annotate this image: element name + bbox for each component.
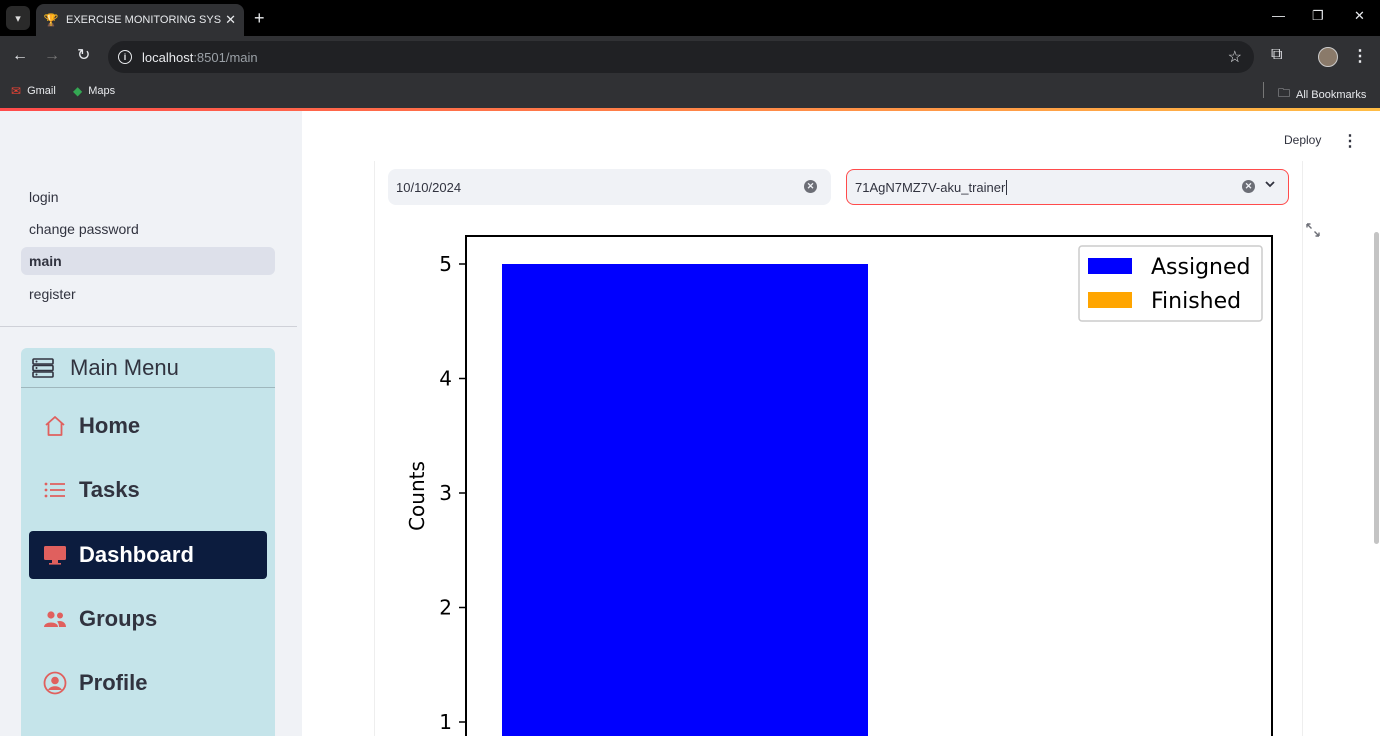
browser-tab[interactable]: 🏆 EXERCISE MONITORING SYSTEM ✕ <box>36 4 244 36</box>
folder-icon: 🗀 <box>1278 86 1291 100</box>
legend-swatch-assigned <box>1088 258 1132 274</box>
page-scrollbar[interactable] <box>1374 232 1379 544</box>
main-content: Deploy ⋮ 10/10/2024 ✕ 71AgN7MZ7V-aku_tra… <box>302 111 1380 741</box>
maps-icon: ◆ <box>73 84 83 98</box>
trophy-favicon-icon: 🏆 <box>43 13 59 27</box>
y-tick-label: 4 <box>439 367 452 391</box>
chart-canvas: 1 2 3 4 5 Counts Assigned Finished <box>405 235 1273 741</box>
browser-menu-icon[interactable]: ⋮ <box>1352 48 1368 65</box>
app-header-decoration <box>0 108 1380 111</box>
gmail-icon: ✉ <box>11 84 22 98</box>
url-text: localhost:8501/main <box>142 49 258 65</box>
person-circle-icon <box>42 671 68 695</box>
browser-tab-bar: ▾ 🏆 EXERCISE MONITORING SYSTEM ✕ + — ❐ ✕ <box>0 0 1380 36</box>
legend-swatch-finished <box>1088 292 1132 308</box>
tab-title: EXERCISE MONITORING SYSTEM <box>66 14 221 26</box>
chevron-down-icon[interactable] <box>1265 179 1275 191</box>
clear-group-icon[interactable]: ✕ <box>1242 180 1255 193</box>
main-menu: Main Menu Home Tasks Dashboard Groups <box>21 348 275 736</box>
window-close-icon[interactable]: ✕ <box>1354 8 1365 23</box>
list-icon <box>42 481 68 499</box>
extensions-icon[interactable]: ⧉ <box>1271 46 1283 63</box>
menu-item-dashboard[interactable]: Dashboard <box>29 531 267 579</box>
reload-icon[interactable]: ↻ <box>77 47 91 64</box>
y-tick-label: 3 <box>439 481 452 505</box>
fullscreen-icon[interactable] <box>1306 223 1320 240</box>
nav-change-password[interactable]: change password <box>29 221 139 237</box>
house-icon <box>42 415 68 437</box>
menu-item-label: Tasks <box>79 477 140 502</box>
clear-date-icon[interactable]: ✕ <box>804 180 817 193</box>
nav-login[interactable]: login <box>29 189 59 205</box>
browser-toolbar: ← → ↻ i localhost:8501/main ☆ ⧉ ⋮ <box>0 36 1380 78</box>
bookmark-gmail[interactable]: ✉ Gmail <box>11 84 56 98</box>
bar-assigned <box>502 264 868 741</box>
text-caret <box>1006 179 1008 195</box>
profile-avatar[interactable] <box>1318 47 1338 67</box>
address-bar[interactable]: i localhost:8501/main ☆ <box>108 41 1254 73</box>
bookmarks-bar: ✉ Gmail ◆ Maps 🗀 All Bookmarks <box>0 78 1380 108</box>
menu-item-tasks[interactable]: Tasks <box>29 466 267 514</box>
app-menu-icon[interactable]: ⋮ <box>1342 133 1358 150</box>
bookmarks-separator <box>1263 82 1264 98</box>
legend-label-assigned: Assigned <box>1151 255 1251 280</box>
menu-item-label: Groups <box>79 606 158 631</box>
y-tick-label: 5 <box>439 252 452 276</box>
display-icon <box>42 545 68 565</box>
date-input[interactable]: 10/10/2024 ✕ <box>388 169 831 205</box>
y-tick-label: 2 <box>439 596 452 620</box>
deploy-button[interactable]: Deploy <box>1284 133 1322 147</box>
menu-item-profile[interactable]: Profile <box>29 659 267 707</box>
bookmark-star-icon[interactable]: ☆ <box>1227 49 1242 66</box>
group-select-value: 71AgN7MZ7V-aku_trainer <box>855 179 1006 195</box>
forward-icon[interactable]: → <box>44 47 60 64</box>
server-icon <box>32 357 54 378</box>
restore-icon[interactable]: ❐ <box>1312 8 1324 23</box>
minimize-icon[interactable]: — <box>1272 8 1285 23</box>
bar-chart: 1 2 3 4 5 Counts Assigned Finished <box>392 226 1292 741</box>
site-info-icon[interactable]: i <box>118 50 132 64</box>
y-tick-label: 1 <box>439 710 452 734</box>
date-input-value: 10/10/2024 <box>396 179 462 195</box>
menu-item-label: Profile <box>79 670 148 695</box>
main-menu-header: Main Menu <box>21 348 275 388</box>
plot-frame <box>465 235 1273 741</box>
column-border-right <box>1302 161 1303 736</box>
new-tab-icon[interactable]: + <box>254 8 265 28</box>
nav-register[interactable]: register <box>29 286 76 302</box>
people-icon <box>42 610 68 628</box>
bookmark-maps[interactable]: ◆ Maps <box>73 84 116 98</box>
tab-search-icon[interactable]: ▾ <box>6 6 30 30</box>
all-bookmarks[interactable]: 🗀 All Bookmarks <box>1278 84 1366 105</box>
tab-close-icon[interactable]: ✕ <box>225 12 236 27</box>
column-border-left <box>374 161 375 736</box>
menu-item-label: Dashboard <box>79 542 194 567</box>
y-axis-label: Counts <box>405 461 429 531</box>
nav-main[interactable]: main <box>21 247 275 275</box>
legend-label-finished: Finished <box>1151 289 1241 314</box>
main-menu-title: Main Menu <box>70 354 179 380</box>
menu-item-groups[interactable]: Groups <box>29 595 267 643</box>
group-select[interactable]: 71AgN7MZ7V-aku_trainer ✕ <box>846 169 1289 205</box>
sidebar: login change password main register Main… <box>0 111 302 736</box>
back-icon[interactable]: ← <box>12 47 28 64</box>
menu-item-home[interactable]: Home <box>29 402 267 450</box>
menu-item-label: Home <box>79 413 141 438</box>
sidebar-divider <box>0 326 297 327</box>
